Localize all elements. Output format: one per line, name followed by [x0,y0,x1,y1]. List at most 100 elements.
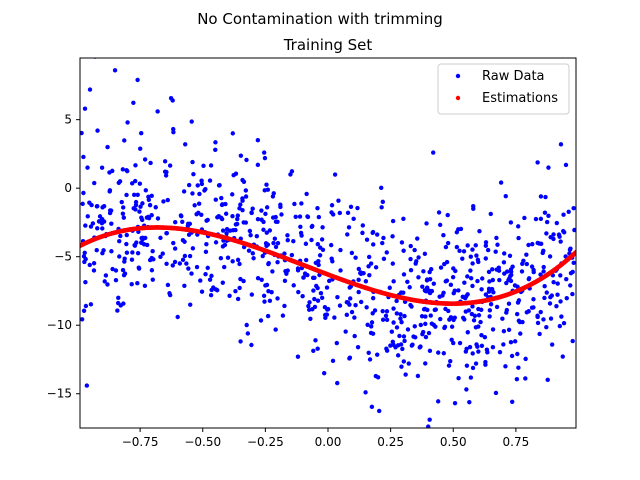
raw-data-point [334,340,340,346]
raw-data-point [408,267,414,273]
raw-data-point [563,162,569,168]
raw-data-point [479,332,484,338]
raw-data-point [474,253,479,258]
raw-data-point [415,236,420,241]
raw-data-point [279,212,284,217]
raw-data-point [173,220,178,225]
raw-data-point [122,138,127,143]
raw-data-point [360,223,366,228]
raw-data-point [305,272,310,278]
raw-data-point [558,142,564,147]
raw-data-point [462,317,467,322]
raw-data-point [490,267,495,272]
raw-data-point [83,223,88,228]
raw-data-point [80,130,84,136]
raw-data-point [518,331,523,336]
raw-data-point [488,302,494,307]
raw-data-point [273,244,279,250]
raw-data-point [412,324,417,329]
raw-data-point [548,234,553,240]
raw-data-point [247,228,253,234]
raw-data-point [263,241,269,246]
raw-data-point [300,293,305,299]
raw-data-point [375,352,380,357]
raw-data-point [448,358,453,364]
raw-data-point [401,272,407,277]
raw-data-point [235,216,240,222]
raw-data-point [411,334,416,339]
raw-data-point [271,191,276,196]
raw-data-point [446,363,452,368]
raw-data-point [81,308,87,313]
raw-data-point [101,204,107,209]
raw-data-point [208,292,214,298]
raw-data-point [541,264,546,270]
raw-data-point [391,306,396,311]
raw-data-point [205,265,210,271]
raw-data-point [494,235,499,241]
raw-data-point [80,317,85,322]
raw-data-point [177,261,183,266]
raw-data-point [82,106,88,111]
raw-data-point [88,302,94,307]
raw-data-point [454,244,460,250]
raw-data-point [367,272,372,278]
raw-data-point [558,273,563,278]
raw-data-point [255,216,261,222]
raw-data-point [441,351,446,356]
raw-data-point [546,213,551,219]
raw-data-point [84,383,90,388]
raw-data-point [364,305,369,310]
raw-data-point [220,228,226,233]
raw-data-point [462,280,467,285]
raw-data-point [554,220,560,226]
raw-data-point [401,334,407,339]
raw-data-point [470,365,476,371]
raw-data-point [135,281,140,286]
raw-data-point [272,236,278,241]
raw-data-point [561,321,567,326]
raw-data-point [230,214,235,219]
raw-data-point [561,230,567,235]
raw-data-point [330,358,336,364]
raw-data-point [103,273,109,278]
x-tick-label: −0.25 [247,435,284,449]
raw-data-point [414,259,419,264]
raw-data-point [119,199,124,205]
raw-data-point [549,293,555,298]
raw-data-point [120,211,126,216]
raw-data-point [466,308,472,313]
raw-data-point [508,220,514,225]
raw-data-point [264,230,269,235]
raw-data-point [467,399,472,405]
raw-data-point [471,318,477,323]
raw-data-point [109,249,114,254]
raw-data-point [516,235,521,241]
raw-data-point [213,140,218,145]
raw-data-point [441,290,446,296]
raw-data-point [312,296,317,302]
raw-data-point [187,221,193,227]
raw-data-point [130,250,135,255]
raw-data-point [426,330,432,336]
raw-data-point [526,242,531,248]
raw-data-point [507,276,512,281]
raw-data-point [384,309,390,314]
raw-data-point [122,259,127,264]
raw-data-point [329,203,335,208]
raw-data-point [501,328,507,334]
raw-data-point [394,298,399,304]
raw-data-point [570,338,575,344]
raw-data-point [427,417,432,422]
raw-data-point [423,361,428,366]
estimation-points [80,225,576,306]
raw-data-point [370,295,376,301]
raw-data-point [230,192,235,197]
raw-data-point [115,308,120,313]
raw-data-point [529,264,535,269]
raw-data-point [546,165,551,170]
raw-data-point [167,291,172,296]
raw-data-point [401,359,406,364]
raw-data-point [311,348,316,353]
raw-data-point [384,348,390,353]
